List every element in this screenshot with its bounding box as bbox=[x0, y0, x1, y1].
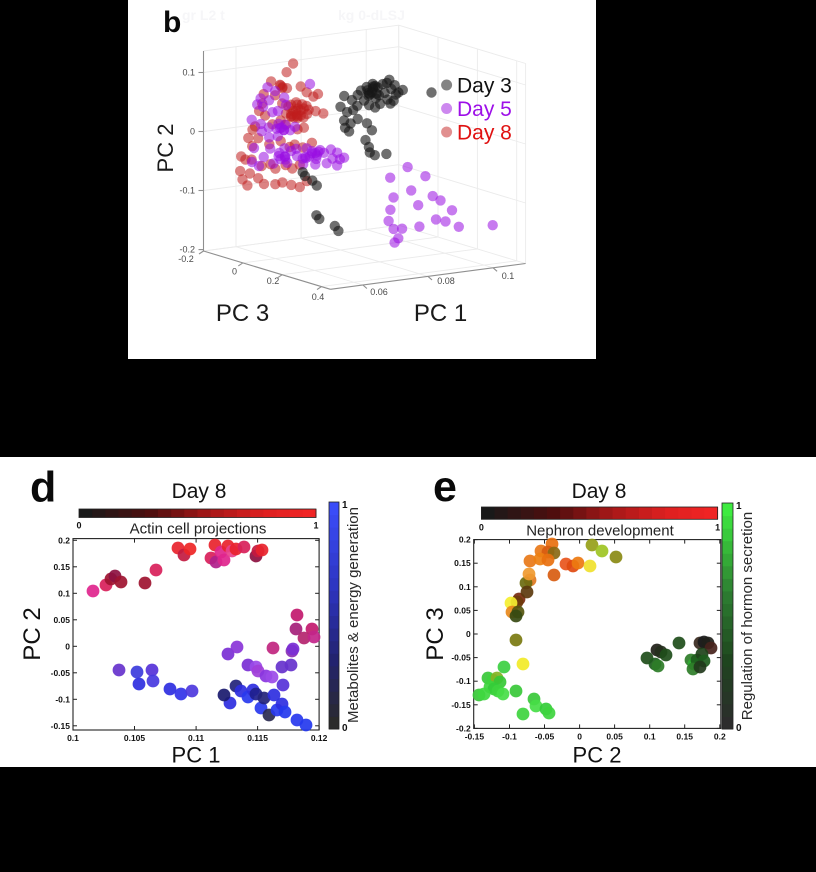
svg-text:0.05: 0.05 bbox=[53, 615, 70, 625]
svg-text:0: 0 bbox=[232, 267, 237, 277]
svg-text:-0.2: -0.2 bbox=[456, 723, 471, 733]
svg-text:0.105: 0.105 bbox=[124, 733, 146, 743]
svg-text:-0.1: -0.1 bbox=[502, 731, 517, 741]
svg-text:0.1: 0.1 bbox=[644, 731, 656, 741]
svg-text:gr L2 t: gr L2 t bbox=[182, 7, 225, 23]
svg-text:0: 0 bbox=[190, 127, 195, 137]
svg-text:Day 5: Day 5 bbox=[457, 98, 512, 121]
svg-text:0.1: 0.1 bbox=[58, 588, 70, 598]
svg-text:-0.05: -0.05 bbox=[51, 668, 71, 678]
svg-text:-0.05: -0.05 bbox=[535, 731, 555, 741]
svg-text:0.08: 0.08 bbox=[437, 276, 455, 286]
svg-text:PC 2: PC 2 bbox=[573, 743, 622, 768]
svg-text:0.1: 0.1 bbox=[182, 68, 195, 78]
svg-text:0.15: 0.15 bbox=[676, 731, 693, 741]
svg-text:PC 2: PC 2 bbox=[19, 607, 46, 660]
svg-text:0.15: 0.15 bbox=[454, 558, 471, 568]
svg-text:0.115: 0.115 bbox=[247, 733, 268, 743]
svg-text:0.1: 0.1 bbox=[502, 271, 515, 281]
svg-text:0.12: 0.12 bbox=[311, 733, 328, 743]
svg-text:PC 1: PC 1 bbox=[414, 300, 467, 327]
svg-text:Actin cell projections: Actin cell projections bbox=[130, 521, 267, 538]
svg-text:Metabolites & energy generatio: Metabolites & energy generation bbox=[345, 507, 362, 723]
svg-text:Day 8: Day 8 bbox=[572, 480, 627, 503]
svg-text:PC 3: PC 3 bbox=[216, 300, 269, 327]
svg-text:PC 2: PC 2 bbox=[153, 124, 178, 173]
svg-text:d: d bbox=[30, 464, 56, 512]
svg-text:0: 0 bbox=[479, 522, 484, 532]
svg-text:-0.15: -0.15 bbox=[451, 700, 471, 710]
svg-text:b: b bbox=[163, 6, 181, 39]
svg-text:0.15: 0.15 bbox=[53, 562, 70, 572]
svg-text:-0.15: -0.15 bbox=[51, 721, 71, 731]
svg-text:-0.2: -0.2 bbox=[179, 245, 195, 255]
svg-text:Day 8: Day 8 bbox=[457, 122, 512, 145]
svg-text:1: 1 bbox=[715, 522, 720, 532]
svg-text:Day 3: Day 3 bbox=[457, 75, 512, 98]
svg-text:0.06: 0.06 bbox=[370, 287, 388, 297]
svg-text:PC 3: PC 3 bbox=[422, 607, 449, 660]
svg-text:0: 0 bbox=[342, 723, 348, 734]
svg-text:-0.15: -0.15 bbox=[465, 731, 485, 741]
svg-text:-0.2: -0.2 bbox=[178, 254, 194, 264]
svg-text:-0.1: -0.1 bbox=[456, 676, 471, 686]
svg-text:0.1: 0.1 bbox=[67, 733, 79, 743]
svg-text:1: 1 bbox=[342, 500, 348, 511]
svg-text:0.4: 0.4 bbox=[312, 292, 325, 302]
svg-text:PC 1: PC 1 bbox=[172, 743, 221, 768]
svg-text:-0.05: -0.05 bbox=[451, 653, 471, 663]
svg-text:0: 0 bbox=[466, 629, 471, 639]
svg-text:1: 1 bbox=[313, 521, 318, 531]
svg-text:0.05: 0.05 bbox=[454, 605, 471, 615]
svg-text:1: 1 bbox=[736, 501, 742, 512]
svg-text:0.2: 0.2 bbox=[714, 731, 726, 741]
svg-text:-0.1: -0.1 bbox=[179, 186, 195, 196]
svg-text:0: 0 bbox=[577, 731, 582, 741]
svg-text:Day 8: Day 8 bbox=[172, 480, 227, 503]
svg-text:Regulation of hormon secretion: Regulation of hormon secretion bbox=[739, 512, 756, 720]
svg-text:e: e bbox=[433, 463, 457, 511]
svg-text:0: 0 bbox=[65, 641, 70, 651]
svg-text:0.11: 0.11 bbox=[188, 733, 204, 743]
svg-text:Nephron development: Nephron development bbox=[526, 522, 674, 539]
svg-text:0.2: 0.2 bbox=[58, 535, 70, 545]
svg-text:0: 0 bbox=[736, 723, 742, 734]
svg-text:kg 0-dLSJ: kg 0-dLSJ bbox=[338, 7, 405, 23]
svg-text:0: 0 bbox=[76, 521, 81, 531]
svg-text:0.2: 0.2 bbox=[459, 535, 471, 545]
svg-text:0.05: 0.05 bbox=[606, 731, 623, 741]
svg-text:0.1: 0.1 bbox=[459, 582, 471, 592]
svg-text:-0.1: -0.1 bbox=[55, 694, 70, 704]
svg-text:0.2: 0.2 bbox=[267, 276, 280, 286]
